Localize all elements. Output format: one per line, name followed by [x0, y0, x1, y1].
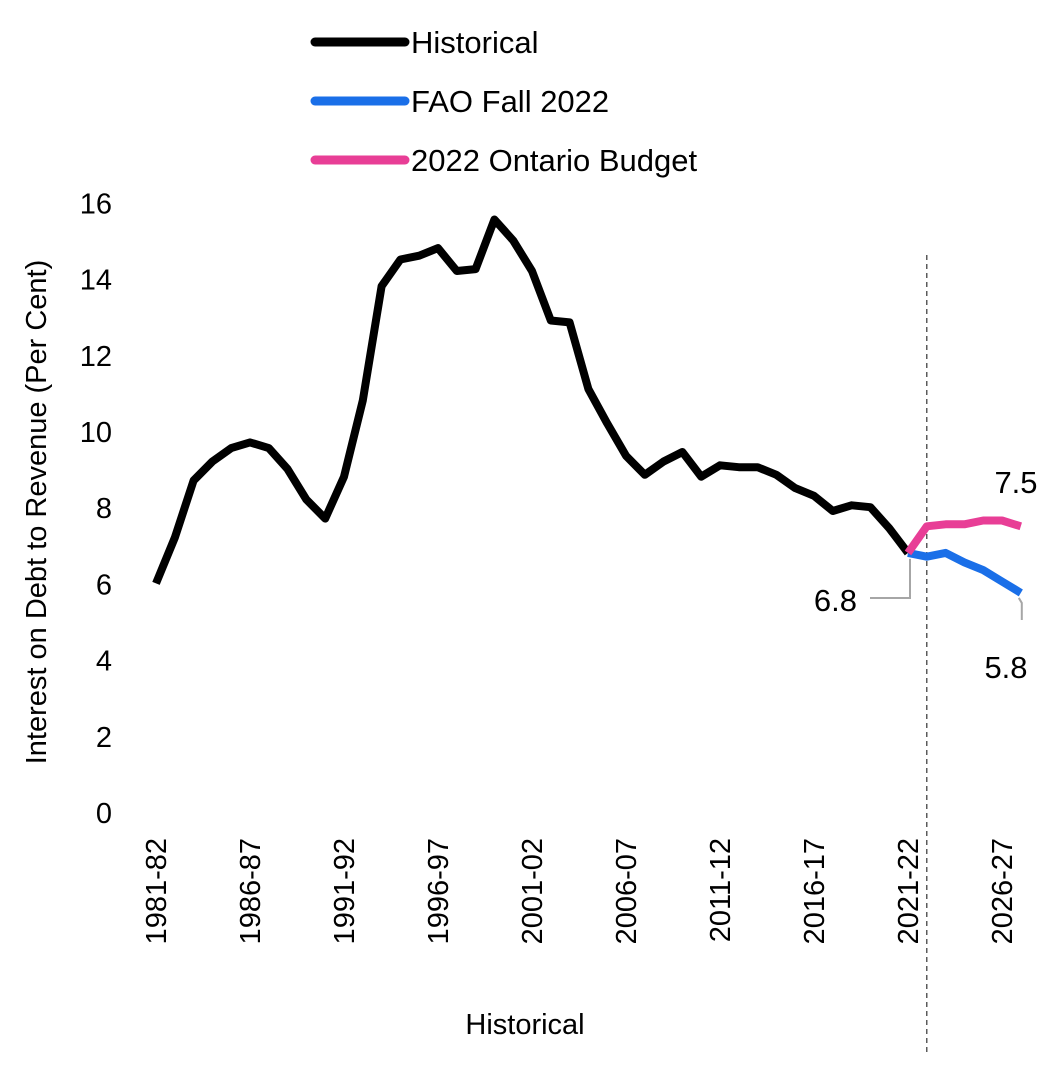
- y-tick-label: 14: [80, 265, 112, 297]
- annotation-label: 6.8: [814, 583, 857, 618]
- series-line-2022-ontario-budget: [904, 516, 1022, 556]
- x-tick-label: 1996-97: [423, 838, 455, 944]
- series-lines: [152, 215, 1023, 597]
- legend-label-fao-fall-2022: FAO Fall 2022: [411, 84, 609, 119]
- annotation-leader: [1017, 597, 1023, 620]
- y-tick-label: 0: [96, 798, 112, 830]
- x-tick-label: 1991-92: [329, 838, 361, 944]
- annotations: 6.8 7.5 5.8: [814, 465, 1038, 685]
- x-tick-label: 2006-07: [611, 838, 643, 944]
- annotation-label: 5.8: [984, 650, 1027, 685]
- x-tick-label: 2011-12: [705, 838, 737, 942]
- y-tick-label: 10: [80, 417, 112, 449]
- y-tick-label: 4: [96, 646, 112, 678]
- y-axis-title: Interest on Debt to Revenue (Per Cent): [21, 260, 53, 765]
- y-tick-label: 8: [96, 493, 112, 525]
- y-tick-label: 2: [96, 722, 112, 754]
- x-tick-label: 2001-02: [517, 838, 549, 944]
- x-tick-label: 1986-87: [235, 838, 267, 944]
- series-line-historical: [152, 215, 912, 585]
- y-tick-label: 16: [80, 188, 112, 220]
- x-tick-label: 2026-27: [987, 838, 1019, 944]
- y-axis: 0 2 4 6 8 10 12 14 16: [80, 188, 112, 830]
- x-tick-label: 1981-82: [141, 838, 173, 944]
- legend-label-historical: Historical: [411, 25, 538, 60]
- x-axis: 1981-82 1986-87 1991-92 1996-97 2001-02 2006-…: [141, 838, 1019, 944]
- y-tick-label: 6: [96, 569, 112, 601]
- y-tick-label: 12: [80, 341, 112, 373]
- x-tick-label: 2021-22: [893, 838, 925, 944]
- legend: Historical FAO Fall 2022 2022 Ontario Budg…: [310, 25, 697, 178]
- x-tick-label: 2016-17: [799, 838, 831, 944]
- annotation-label: 7.5: [994, 465, 1037, 500]
- x-axis-title: Historical: [465, 1009, 584, 1041]
- annotation-leader: [870, 558, 911, 599]
- legend-label-2022-ontario-budget: 2022 Ontario Budget: [411, 143, 697, 178]
- series-line-fao-fall-2022: [907, 548, 1023, 597]
